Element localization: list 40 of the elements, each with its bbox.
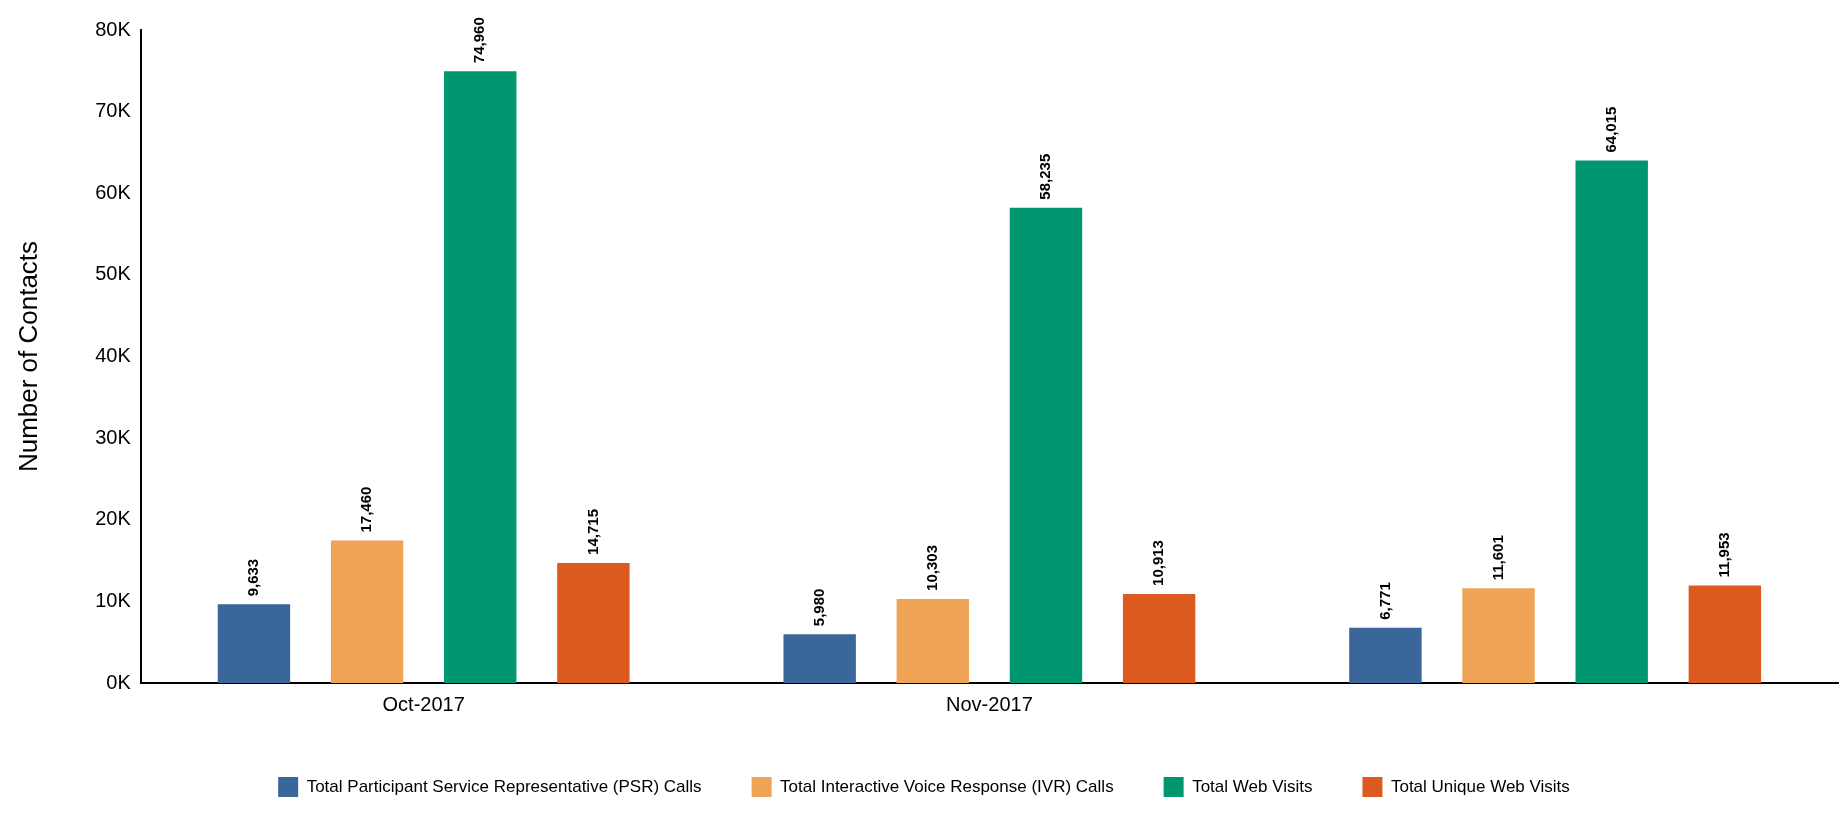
bar <box>444 71 517 683</box>
legend-label: Total Interactive Voice Response (IVR) Calls <box>780 776 1114 796</box>
bar <box>557 562 630 683</box>
y-tick-label: 30K <box>95 425 132 448</box>
x-tick-label: Oct-2017 <box>382 692 465 715</box>
data-label: 58,235 <box>1036 153 1054 200</box>
y-tick-label: 20K <box>95 507 132 530</box>
y-tick-label: 50K <box>95 262 132 285</box>
bar <box>1688 585 1762 683</box>
y-tick-label: 80K <box>95 17 132 40</box>
data-label: 10,303 <box>922 545 940 591</box>
data-label: 9,633 <box>244 558 262 597</box>
bar <box>1462 588 1535 683</box>
bar <box>783 634 856 683</box>
bar <box>1122 593 1196 683</box>
legend-label: Total Participant Service Representative (PSR) Calls <box>306 776 702 796</box>
y-tick-label: 10K <box>95 588 132 611</box>
bar <box>1349 627 1422 683</box>
data-label: 64,015 <box>1601 106 1619 153</box>
legend-label: Total Unique Web Visits <box>1390 776 1570 796</box>
bar <box>330 540 404 683</box>
y-tick-label: 60K <box>95 180 132 203</box>
data-label: 74,960 <box>470 17 488 64</box>
y-axis-title: Number of Contacts <box>12 240 43 473</box>
bar <box>896 598 970 683</box>
data-label: 11,601 <box>1488 535 1506 581</box>
data-label: 10,913 <box>1149 540 1167 586</box>
data-label: 5,980 <box>809 588 827 627</box>
bar <box>217 604 291 683</box>
data-label: 17,460 <box>357 486 375 533</box>
x-tick-label: Nov-2017 <box>946 692 1033 715</box>
data-label: 6,771 <box>1375 582 1393 620</box>
data-label: 14,715 <box>583 509 601 555</box>
bar <box>1009 207 1083 683</box>
y-tick-label: 0K <box>106 670 132 693</box>
data-label: 11,953 <box>1714 532 1732 578</box>
y-tick-label: 40K <box>95 344 132 367</box>
y-tick-label: 70K <box>95 99 132 122</box>
legend-label: Total Web Visits <box>1192 776 1313 796</box>
bar <box>1575 160 1648 683</box>
